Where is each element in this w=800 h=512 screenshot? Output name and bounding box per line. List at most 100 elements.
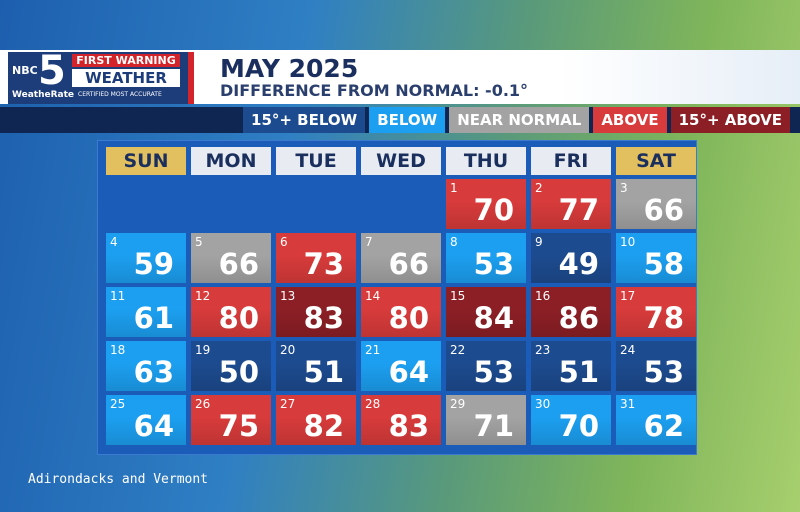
legend-item: ABOVE — [593, 107, 667, 133]
day-cell: 22 53 — [446, 341, 526, 391]
temperature: 53 — [643, 355, 684, 389]
temperature: 66 — [388, 247, 429, 281]
brand-line2: WEATHER — [72, 69, 180, 87]
day-cell: 17 78 — [616, 287, 696, 337]
temperature: 58 — [643, 247, 684, 281]
day-cell: 21 64 — [361, 341, 441, 391]
day-number: 16 — [535, 289, 551, 303]
day-cell: 28 83 — [361, 395, 441, 445]
day-number: 27 — [280, 397, 296, 411]
legend-item: 15°+ ABOVE — [670, 107, 790, 133]
temperature: 53 — [473, 355, 514, 389]
day-number: 1 — [450, 181, 458, 195]
footer: Adirondacks and Vermont — [28, 472, 209, 487]
empty-cell — [361, 179, 441, 229]
temperature: 61 — [133, 301, 174, 335]
day-number: 26 — [195, 397, 211, 411]
temperature: 66 — [643, 193, 684, 227]
day-number: 22 — [450, 343, 466, 357]
empty-cell — [106, 179, 186, 229]
day-number: 9 — [535, 235, 543, 249]
day-number: 19 — [195, 343, 211, 357]
day-cell: 27 82 — [276, 395, 356, 445]
brand-line1: FIRST WARNING — [72, 54, 180, 67]
day-cell: 24 53 — [616, 341, 696, 391]
subtitle-text: DIFFERENCE FROM NORMAL: — [220, 81, 480, 100]
temperature: 80 — [388, 301, 429, 335]
day-cell: 4 59 — [106, 233, 186, 283]
network: NBC — [12, 64, 38, 77]
day-cell: 2 77 — [531, 179, 611, 229]
day-number: 4 — [110, 235, 118, 249]
empty-cell — [191, 179, 271, 229]
day-number: 28 — [365, 397, 381, 411]
legend: 15°+ BELOW BELOW NEAR NORMAL ABOVE 15°+ ABOV… — [0, 107, 800, 133]
day-cell: 14 80 — [361, 287, 441, 337]
weekday: SUN — [106, 147, 186, 175]
weekday: MON — [191, 147, 271, 175]
day-number: 29 — [450, 397, 466, 411]
day-cell: 5 66 — [191, 233, 271, 283]
temperature: 59 — [133, 247, 174, 281]
temperature: 70 — [473, 193, 514, 227]
day-cell: 9 49 — [531, 233, 611, 283]
brand-tag: WeatheRate — [12, 90, 75, 100]
legend-item: NEAR NORMAL — [449, 107, 590, 133]
day-number: 20 — [280, 343, 296, 357]
subtitle: DIFFERENCE FROM NORMAL: -0.1° — [220, 81, 528, 100]
channel: 5 — [38, 48, 66, 94]
weekday: THU — [446, 147, 526, 175]
temperature: 70 — [558, 409, 599, 443]
empty-cell — [276, 179, 356, 229]
legend-item: 15°+ BELOW — [243, 107, 366, 133]
temperature: 64 — [388, 355, 429, 389]
temperature: 73 — [303, 247, 344, 281]
temperature: 80 — [218, 301, 259, 335]
weekday: TUE — [276, 147, 356, 175]
temperature: 83 — [303, 301, 344, 335]
temperature: 71 — [473, 409, 514, 443]
calendar: SUN MON TUE WED THU FRI SAT 1 70 2 77 3 66 4 59 5 66 6 73 7… — [97, 140, 697, 455]
day-number: 7 — [365, 235, 373, 249]
day-cell: 30 70 — [531, 395, 611, 445]
day-cell: 20 51 — [276, 341, 356, 391]
day-cell: 7 66 — [361, 233, 441, 283]
day-cell: 18 63 — [106, 341, 186, 391]
day-number: 2 — [535, 181, 543, 195]
day-cell: 19 50 — [191, 341, 271, 391]
day-cell: 23 51 — [531, 341, 611, 391]
day-number: 5 — [195, 235, 203, 249]
temperature: 77 — [558, 193, 599, 227]
temperature: 49 — [558, 247, 599, 281]
temperature: 82 — [303, 409, 344, 443]
temperature: 86 — [558, 301, 599, 335]
day-cell: 16 86 — [531, 287, 611, 337]
day-cell: 25 64 — [106, 395, 186, 445]
logo: NBC 5 FIRST WARNING WEATHER WeatheRate C… — [8, 48, 194, 104]
day-number: 24 — [620, 343, 636, 357]
day-number: 13 — [280, 289, 296, 303]
temperature: 64 — [133, 409, 174, 443]
day-cell: 12 80 — [191, 287, 271, 337]
temperature: 50 — [218, 355, 259, 389]
day-number: 25 — [110, 397, 126, 411]
day-cell: 26 75 — [191, 395, 271, 445]
title: MAY 2025 — [220, 54, 359, 83]
day-cell: 10 58 — [616, 233, 696, 283]
day-cell: 31 62 — [616, 395, 696, 445]
day-cell: 3 66 — [616, 179, 696, 229]
day-cell: 1 70 — [446, 179, 526, 229]
day-number: 3 — [620, 181, 628, 195]
weekday: SAT — [616, 147, 696, 175]
temperature: 83 — [388, 409, 429, 443]
day-number: 21 — [365, 343, 381, 357]
day-cell: 15 84 — [446, 287, 526, 337]
temperature: 53 — [473, 247, 514, 281]
day-number: 17 — [620, 289, 636, 303]
day-number: 11 — [110, 289, 126, 303]
day-number: 30 — [535, 397, 551, 411]
weekday: FRI — [531, 147, 611, 175]
brand-tag: CERTIFIED MOST ACCURATE — [78, 91, 162, 98]
temperature: 78 — [643, 301, 684, 335]
